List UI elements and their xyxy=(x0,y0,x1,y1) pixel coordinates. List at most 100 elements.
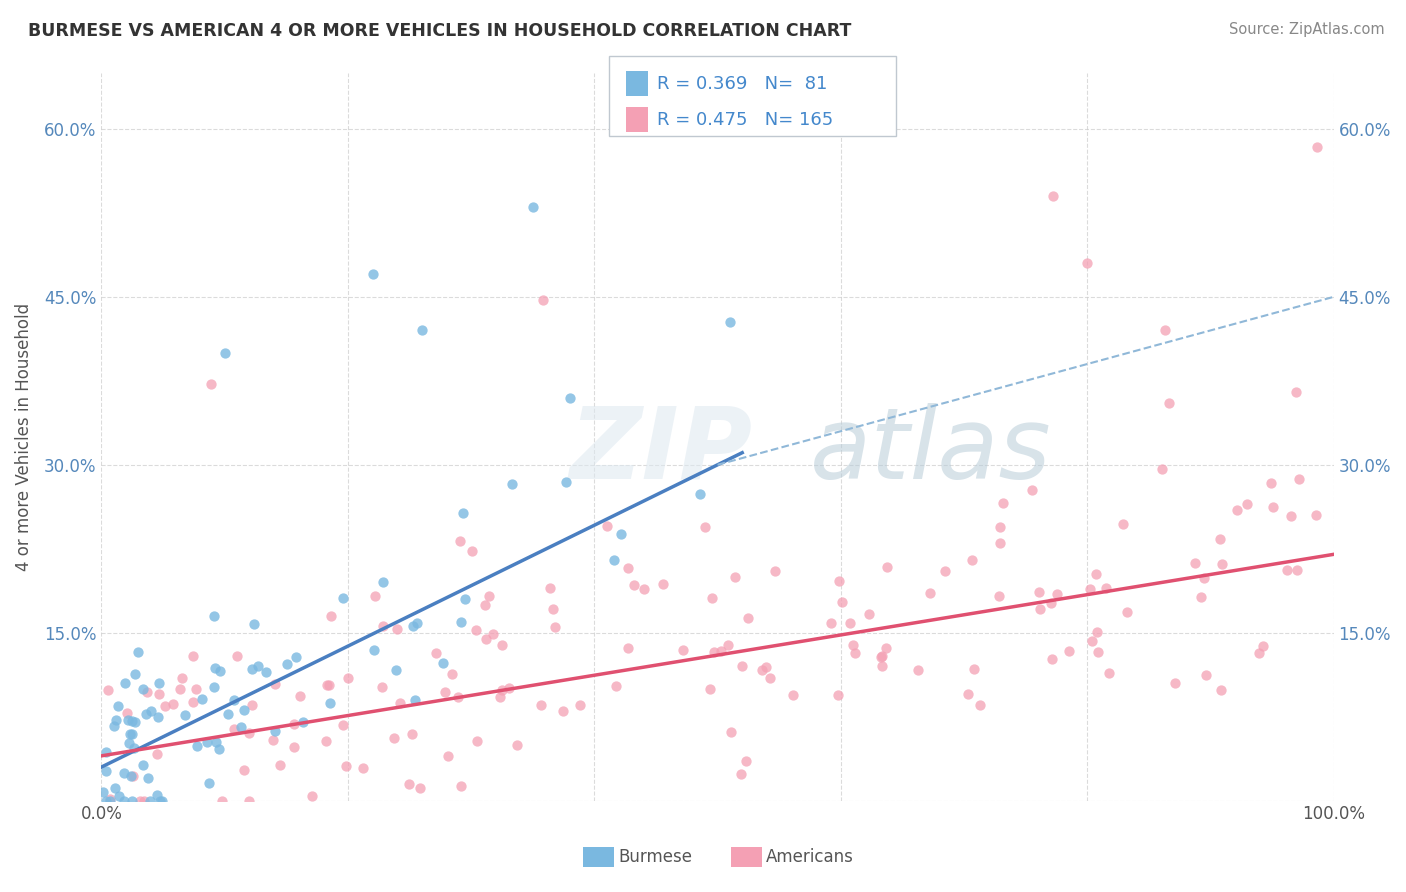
Point xyxy=(98,794,121,808)
Point xyxy=(730,767,752,781)
Point xyxy=(148,676,170,690)
Point xyxy=(555,475,578,489)
Point xyxy=(1226,503,1249,517)
Point xyxy=(146,747,169,762)
Point xyxy=(195,735,218,749)
Point xyxy=(617,640,640,655)
Point xyxy=(453,591,475,606)
Point xyxy=(264,677,287,691)
Point xyxy=(1194,667,1216,681)
Point xyxy=(450,779,472,793)
Point xyxy=(432,656,454,670)
Point xyxy=(96,794,118,808)
Point xyxy=(283,739,305,754)
Point xyxy=(1249,646,1271,660)
Point xyxy=(373,575,395,590)
Point xyxy=(969,698,991,712)
Point xyxy=(364,589,387,603)
Point xyxy=(1279,509,1302,524)
Point xyxy=(1211,557,1233,571)
Point xyxy=(240,662,263,676)
Point xyxy=(112,766,135,780)
Point xyxy=(987,590,1010,604)
Point xyxy=(108,789,131,803)
Point xyxy=(148,687,170,701)
Point xyxy=(240,698,263,712)
Point xyxy=(755,659,778,673)
Point xyxy=(1098,665,1121,680)
Point xyxy=(1057,644,1080,658)
Point xyxy=(751,663,773,677)
Point xyxy=(1184,556,1206,570)
Point xyxy=(1029,602,1052,616)
Point xyxy=(170,671,193,685)
Point xyxy=(875,641,897,656)
Point xyxy=(121,794,143,808)
Point xyxy=(135,706,157,721)
Point xyxy=(1192,571,1215,585)
Text: ZIP: ZIP xyxy=(569,403,752,500)
Point xyxy=(214,346,236,360)
Point xyxy=(285,649,308,664)
Point xyxy=(263,724,285,739)
Point xyxy=(858,607,880,622)
Point xyxy=(918,586,941,600)
Point xyxy=(828,574,851,589)
Point xyxy=(963,663,986,677)
Point xyxy=(1040,596,1063,610)
Point xyxy=(876,559,898,574)
Point xyxy=(1045,587,1067,601)
Point xyxy=(988,536,1011,550)
Point xyxy=(543,620,565,634)
Point xyxy=(1078,582,1101,596)
Point xyxy=(718,315,741,329)
Point xyxy=(1164,676,1187,690)
Point xyxy=(465,733,488,747)
Point xyxy=(820,615,842,630)
Point xyxy=(136,771,159,785)
Text: BURMESE VS AMERICAN 4 OR MORE VEHICLES IN HOUSEHOLD CORRELATION CHART: BURMESE VS AMERICAN 4 OR MORE VEHICLES I… xyxy=(28,22,852,40)
Point xyxy=(603,553,626,567)
Point xyxy=(450,615,472,629)
Point xyxy=(1305,508,1327,522)
Point xyxy=(288,689,311,703)
Point xyxy=(200,377,222,392)
Point xyxy=(436,749,458,764)
Point xyxy=(1154,322,1177,336)
Point xyxy=(451,506,474,520)
Point xyxy=(1288,471,1310,485)
Point xyxy=(541,601,564,615)
Point xyxy=(699,682,721,697)
Point xyxy=(243,616,266,631)
Point xyxy=(135,685,157,699)
Point xyxy=(131,681,153,696)
Point xyxy=(162,697,184,711)
Point xyxy=(652,577,675,591)
Point xyxy=(672,643,695,657)
Text: Source: ZipAtlas.com: Source: ZipAtlas.com xyxy=(1229,22,1385,37)
Point xyxy=(121,714,143,729)
Point xyxy=(447,690,470,704)
Point xyxy=(107,699,129,714)
Point xyxy=(138,794,160,808)
Point xyxy=(335,758,357,772)
Point xyxy=(406,615,429,630)
Point xyxy=(724,570,747,584)
Point xyxy=(1261,500,1284,515)
Point xyxy=(1209,532,1232,546)
Point xyxy=(934,564,956,578)
Point xyxy=(149,794,172,808)
Point xyxy=(283,716,305,731)
Point xyxy=(146,709,169,723)
Point xyxy=(332,718,354,732)
Point xyxy=(202,608,225,623)
Point xyxy=(382,731,405,745)
Point xyxy=(531,293,554,307)
Point xyxy=(103,719,125,733)
Point xyxy=(869,650,891,665)
Point xyxy=(204,661,226,675)
Point xyxy=(956,687,979,701)
Point xyxy=(1260,476,1282,491)
Text: R = 0.369   N=  81: R = 0.369 N= 81 xyxy=(657,75,827,93)
Point xyxy=(120,727,142,741)
